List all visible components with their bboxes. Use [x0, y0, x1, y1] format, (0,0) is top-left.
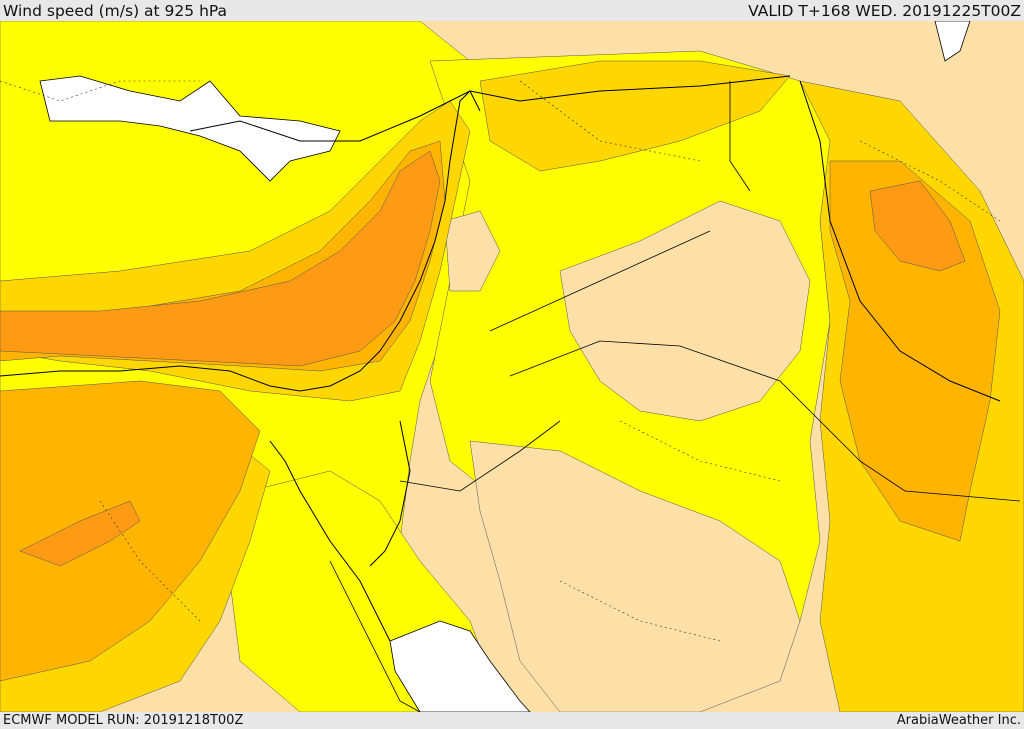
credit: ArabiaWeather Inc.: [896, 713, 1021, 728]
sea-red-sea-south: [389, 620, 531, 712]
calm-patch-arabia: [469, 440, 801, 712]
calm-patch-syria-iraq: [559, 200, 811, 422]
calm-patch-levant: [444, 210, 501, 292]
map-title: Wind speed (m/s) at 925 hPa: [3, 1, 228, 20]
wind-zone-strong-levant: [0, 150, 441, 367]
wind-zone-fresh-africa: [0, 380, 261, 682]
wind-zone-moderate-turkey: [479, 60, 791, 172]
wind-zone-strong-iraq: [869, 180, 966, 272]
border-lines: [329, 81, 1021, 712]
sea-caspian-edge: [934, 21, 971, 62]
wind-speed-map: [0, 21, 1024, 712]
map-footer: ECMWF MODEL RUN: 20191218T00Z ArabiaWeat…: [0, 712, 1024, 729]
sea-aegean-turkey-coast: [39, 75, 341, 182]
coastline-lines: [0, 75, 1001, 642]
model-run: ECMWF MODEL RUN: 20191218T00Z: [3, 713, 244, 728]
province-lines: [0, 80, 1001, 642]
map-header: Wind speed (m/s) at 925 hPa VALID T+168 …: [0, 0, 1024, 21]
valid-time: VALID T+168 WED. 20191225T00Z: [748, 1, 1021, 20]
wind-zone-strong-egypt: [19, 500, 141, 567]
